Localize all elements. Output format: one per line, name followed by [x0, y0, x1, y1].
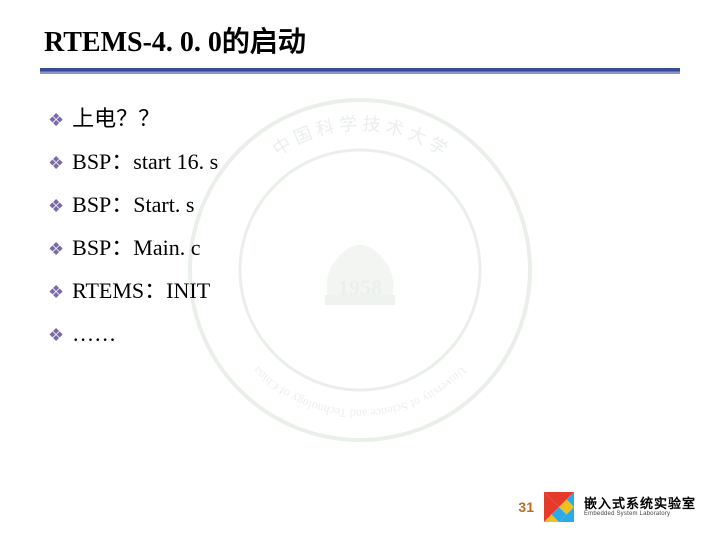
- bullet-text: BSP：Start. s: [72, 188, 194, 221]
- bullet-text: BSP：Main. c: [72, 231, 200, 264]
- bullet-item: ❖ 上电？？: [48, 102, 680, 135]
- bullet-list: ❖ 上电？？ ❖ BSP：start 16. s ❖ BSP：Start. s …: [40, 102, 680, 350]
- page-number: 31: [518, 499, 534, 515]
- diamond-bullet-icon: ❖: [48, 237, 64, 262]
- svg-text:University of Science and Tech: University of Science and Technology of …: [250, 363, 470, 421]
- bullet-text: ……: [72, 317, 116, 350]
- bullet-text: RTEMS：INIT: [72, 274, 210, 307]
- diamond-bullet-icon: ❖: [48, 108, 64, 133]
- title-divider: [40, 68, 680, 74]
- bullet-text: 上电？？: [72, 102, 160, 135]
- title-block: RTEMS-4. 0. 0的启动: [40, 20, 680, 74]
- bullet-item: ❖ ……: [48, 317, 680, 350]
- bullet-text: BSP：start 16. s: [72, 145, 218, 178]
- bullet-item: ❖ BSP：Main. c: [48, 231, 680, 264]
- slide-title: RTEMS-4. 0. 0的启动: [40, 20, 680, 60]
- diamond-bullet-icon: ❖: [48, 194, 64, 219]
- bullet-item: ❖ RTEMS：INIT: [48, 274, 680, 307]
- lab-name-cn: 嵌入式系统实验室: [584, 497, 696, 511]
- bullet-item: ❖ BSP：start 16. s: [48, 145, 680, 178]
- slide: 中 国 科 学 技 术 大 学 University of Science an…: [0, 0, 720, 540]
- footer: 31 嵌入式系统实验室 Embedded System Laboratory: [518, 492, 696, 522]
- lab-label: 嵌入式系统实验室 Embedded System Laboratory: [584, 497, 696, 517]
- diamond-bullet-icon: ❖: [48, 280, 64, 305]
- lab-name-en: Embedded System Laboratory: [584, 511, 696, 517]
- diamond-bullet-icon: ❖: [48, 151, 64, 176]
- bullet-item: ❖ BSP：Start. s: [48, 188, 680, 221]
- diamond-bullet-icon: ❖: [48, 323, 64, 348]
- lab-logo-icon: [544, 492, 574, 522]
